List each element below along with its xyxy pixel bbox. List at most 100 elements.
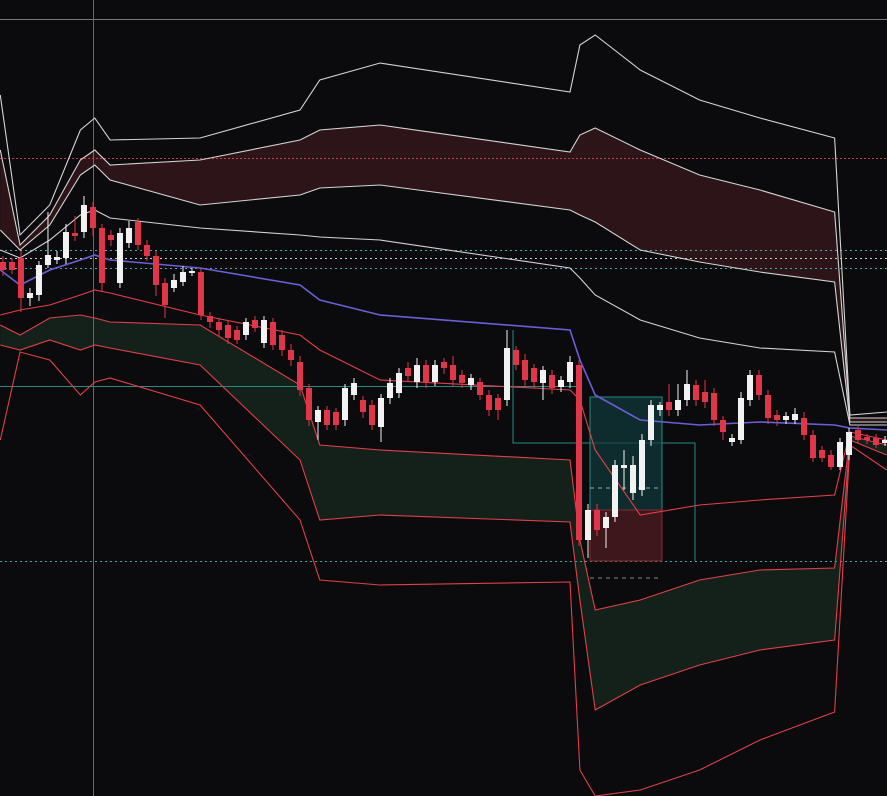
candle-body [368,405,375,425]
candle-body [215,322,222,330]
candle-body [305,388,312,420]
candle-body [476,382,483,395]
band-line [0,209,887,426]
candle-body [747,375,754,400]
candle-body [783,416,790,420]
candle-body [80,205,87,232]
band-line [0,339,887,711]
candle-body [0,262,6,270]
band-line [0,164,887,423]
band-fills [0,125,887,710]
candle-body [467,378,474,385]
candle-body [350,383,357,395]
candle-body [549,375,556,388]
candle-body [810,435,817,458]
candle-body [603,517,610,528]
candle-body [422,365,429,383]
candle-body [17,258,24,298]
band-line [0,124,887,419]
candle-body [359,400,366,412]
candle-body [594,510,601,530]
band-fill [0,315,887,710]
candle-body [828,455,835,467]
candle-body [125,228,132,243]
candle-body [269,322,276,345]
candle-body [386,383,393,398]
candle-body [531,368,538,382]
band-line [0,34,887,416]
band-line [0,351,887,796]
candle-body [323,410,330,425]
candle-body [648,405,655,440]
candles [0,196,887,558]
candle-body [107,235,114,240]
candle-body [116,233,123,283]
candle-body [233,330,240,340]
candle-body [792,414,799,420]
candle-body [521,360,528,380]
candle-body [567,362,574,382]
candle-body [152,256,159,285]
band-line [0,314,887,611]
candle-body [62,232,69,258]
candle-body [8,262,15,270]
candle-body [540,370,547,383]
candle-body [729,438,736,442]
candle-body [702,392,709,402]
candle-body [864,437,871,440]
candle-body [224,325,231,338]
candle-body [71,233,78,236]
candle-body [242,322,249,335]
candle-body [512,350,519,365]
candle-body [44,255,51,265]
candle-body [837,442,844,467]
candle-body [846,432,853,455]
candle-body [576,365,583,540]
candle-body [161,283,168,305]
candle-body [53,257,60,260]
candle-body [287,350,294,360]
candle-body [801,418,808,435]
candle-body [251,320,258,328]
candle-body [621,465,628,468]
candle-body [440,362,447,368]
candle-body [134,222,141,245]
candle-body [206,316,213,322]
candle-body [765,395,772,418]
stop-zone [589,509,663,562]
candle-body [585,510,592,540]
candle-body [26,293,33,298]
candle-body [188,271,195,273]
candle-body [332,412,339,425]
candle-body [395,373,402,393]
candle-body [693,385,700,400]
candle-body [639,440,646,490]
candle-body [558,380,565,387]
candle-body [377,398,384,427]
candle-body [503,348,510,400]
candle-body [855,430,862,440]
candle-body [431,365,438,382]
candle-body [404,368,411,376]
band-line [0,254,887,431]
candle-body [720,420,727,432]
candle-body [684,384,691,400]
candle-body [666,402,673,410]
candle-body [341,388,348,420]
candle-body [413,365,420,382]
candle-body [711,393,718,420]
candle-body [738,398,745,440]
candle-body [657,405,664,410]
band-fill [0,125,887,422]
candle-body [873,438,880,445]
candle-body [458,375,465,383]
candle-body [296,362,303,390]
candle-body [630,465,637,493]
candle-body [494,398,501,410]
candle-body [143,245,150,256]
candle-body [170,280,177,288]
